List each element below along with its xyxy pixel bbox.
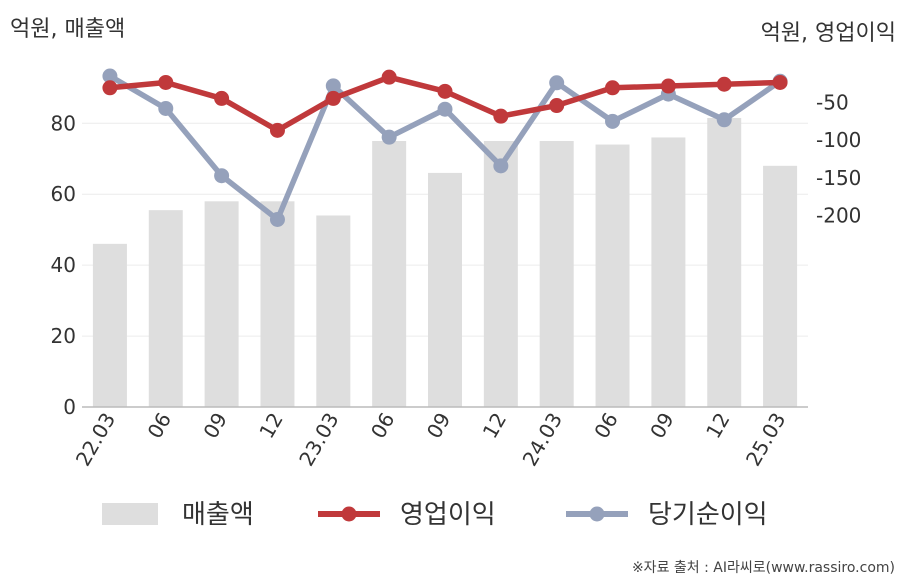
legend-swatch-sales bbox=[102, 503, 158, 525]
x-tick-label: 09 bbox=[198, 409, 232, 443]
left-axis-unit-label: 억원, 매출액 bbox=[10, 17, 125, 42]
point-net-income bbox=[381, 129, 397, 145]
bar-sales bbox=[92, 243, 127, 407]
source-caption: ※자료 출처 : AI라씨로(www.rassiro.com) bbox=[632, 560, 895, 576]
x-tick-label: 25.03 bbox=[741, 409, 790, 471]
right-tick-label: -50 bbox=[816, 90, 849, 114]
point-operating-profit bbox=[381, 69, 397, 85]
bar-sales bbox=[204, 201, 239, 407]
point-operating-profit bbox=[325, 90, 341, 106]
x-tick-label: 23.03 bbox=[294, 409, 343, 471]
bar-series-sales bbox=[92, 117, 798, 408]
left-tick-label: 20 bbox=[51, 324, 76, 348]
point-net-income bbox=[325, 78, 341, 94]
point-operating-profit bbox=[772, 74, 788, 90]
point-net-income bbox=[214, 168, 230, 184]
point-net-income bbox=[102, 68, 118, 84]
left-tick-label: 80 bbox=[51, 111, 76, 135]
x-tick-label: 06 bbox=[589, 409, 623, 443]
legend-label-net-income: 당기순이익 bbox=[648, 500, 768, 530]
x-tick-label: 24.03 bbox=[518, 409, 567, 471]
right-tick-label: -100 bbox=[816, 128, 861, 152]
point-operating-profit bbox=[102, 80, 118, 96]
right-tick-label: -200 bbox=[816, 204, 861, 228]
right-axis-ticks: -50 -100 -150 -200 bbox=[816, 90, 861, 227]
point-net-income bbox=[716, 112, 732, 128]
bar-sales bbox=[707, 117, 742, 408]
x-tick-label: 22.03 bbox=[71, 409, 120, 471]
point-operating-profit bbox=[158, 74, 174, 90]
point-operating-profit bbox=[437, 83, 453, 99]
point-operating-profit bbox=[660, 78, 676, 94]
right-tick-label: -150 bbox=[816, 166, 861, 190]
legend-marker-operating-profit bbox=[341, 506, 357, 522]
left-tick-label: 40 bbox=[51, 253, 76, 277]
left-tick-label: 60 bbox=[51, 182, 76, 206]
x-axis-ticks: 22.03 06 09 12 23.03 06 09 12 24.03 06 09 12 25.03 bbox=[71, 409, 791, 471]
point-net-income bbox=[269, 212, 285, 228]
right-axis-unit-label: 억원, 영업이익 bbox=[761, 21, 896, 46]
x-tick-label: 09 bbox=[645, 409, 679, 443]
point-net-income bbox=[158, 100, 174, 116]
bar-sales bbox=[651, 137, 686, 407]
point-net-income bbox=[493, 158, 509, 174]
x-tick-label: 06 bbox=[143, 409, 177, 443]
point-operating-profit bbox=[716, 76, 732, 92]
x-tick-label: 09 bbox=[422, 409, 456, 443]
legend-label-operating-profit: 영업이익 bbox=[400, 500, 496, 530]
legend-marker-net-income bbox=[589, 506, 605, 522]
bar-sales bbox=[483, 140, 518, 407]
bar-sales bbox=[148, 210, 183, 407]
legend-label-sales: 매출액 bbox=[182, 500, 254, 530]
point-operating-profit bbox=[269, 122, 285, 138]
point-operating-profit bbox=[493, 108, 509, 124]
bar-sales bbox=[763, 165, 798, 407]
point-operating-profit bbox=[605, 80, 621, 96]
point-net-income bbox=[437, 101, 453, 117]
line-series bbox=[102, 68, 788, 228]
legend: 매출액 영업이익 당기순이익 bbox=[102, 500, 768, 530]
bar-sales bbox=[595, 144, 630, 408]
bar-sales bbox=[372, 140, 407, 407]
bar-sales bbox=[428, 172, 462, 407]
x-tick-label: 12 bbox=[701, 409, 735, 443]
point-net-income bbox=[549, 75, 565, 91]
point-net-income bbox=[605, 113, 621, 129]
x-tick-label: 12 bbox=[254, 409, 288, 443]
bar-sales bbox=[316, 215, 351, 407]
left-axis-ticks: 0 20 40 60 80 bbox=[51, 111, 76, 419]
bar-sales bbox=[260, 201, 295, 407]
x-tick-label: 06 bbox=[366, 409, 400, 443]
bar-sales bbox=[539, 140, 574, 407]
point-operating-profit bbox=[549, 98, 565, 114]
x-tick-label: 12 bbox=[478, 409, 512, 443]
point-operating-profit bbox=[214, 90, 230, 106]
left-tick-label: 0 bbox=[63, 395, 76, 419]
